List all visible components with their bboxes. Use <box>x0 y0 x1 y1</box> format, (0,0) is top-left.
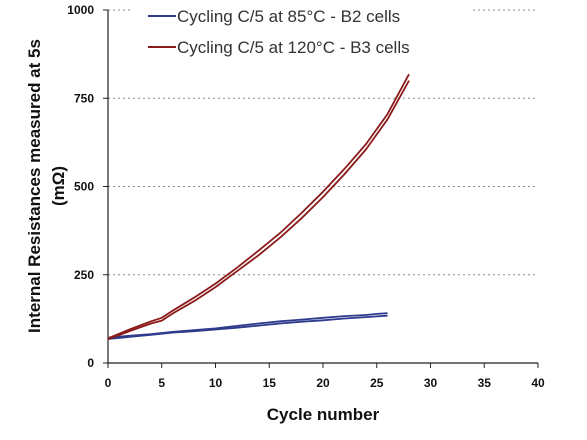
x-tick-label: 5 <box>158 376 165 390</box>
x-tick-label: 40 <box>531 376 545 390</box>
x-tick-label: 20 <box>316 376 330 390</box>
legend-box <box>132 0 470 62</box>
series-2-line-1 <box>107 80 410 340</box>
legend-label-1: Cycling C/5 at 85°C - B2 cells <box>177 7 400 26</box>
legend: Cycling C/5 at 85°C - B2 cells Cycling C/… <box>132 0 470 62</box>
series-1-line-1 <box>107 314 388 340</box>
y-tick-labels: 0 250 500 750 1000 <box>67 3 108 370</box>
x-tick-label: 10 <box>209 376 223 390</box>
x-tick-label: 15 <box>263 376 277 390</box>
x-axis-label: Cycle number <box>267 405 380 424</box>
y-axis-label: Internal Resistances measured at 5s <box>25 39 44 333</box>
series-lines <box>107 73 410 340</box>
series-1-line-2 <box>107 312 388 339</box>
legend-label-2: Cycling C/5 at 120°C - B3 cells <box>177 38 410 57</box>
y-tick-label: 1000 <box>67 3 94 17</box>
x-tick-label: 25 <box>370 376 384 390</box>
series-2-line-2 <box>107 73 410 340</box>
y-tick-label: 500 <box>74 180 94 194</box>
x-tick-labels: 0 5 10 15 20 25 30 35 40 <box>105 363 545 390</box>
y-tick-label: 250 <box>74 268 94 282</box>
y-tick-label: 0 <box>87 356 94 370</box>
x-tick-label: 0 <box>105 376 112 390</box>
y-axis-unit: (mΩ) <box>49 166 68 206</box>
x-tick-label: 35 <box>478 376 492 390</box>
y-tick-label: 750 <box>74 91 94 105</box>
x-tick-label: 30 <box>424 376 438 390</box>
